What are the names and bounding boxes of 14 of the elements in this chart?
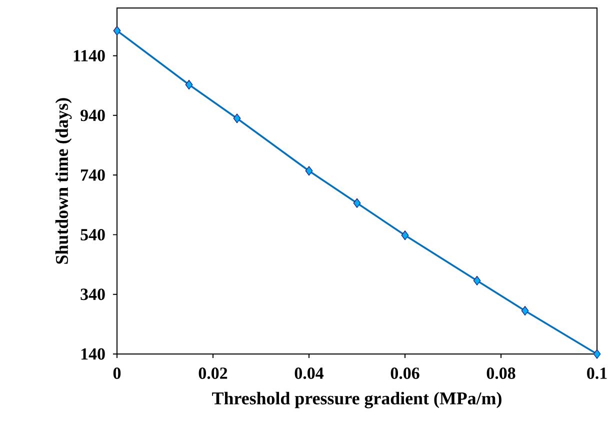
y-tick-label: 340 — [80, 288, 105, 300]
y-tick-label: 540 — [80, 228, 105, 240]
y-tick-label: 1140 — [74, 50, 105, 62]
x-axis-title: Threshold pressure gradient (MPa/m) — [212, 392, 502, 408]
y-tick-label: 740 — [81, 169, 105, 181]
x-tick-label: 0 — [113, 368, 121, 379]
x-tick-label: 0.04 — [294, 368, 324, 380]
x-tick-label: 0.1 — [587, 368, 607, 380]
y-axis-title: Shutdown time (days) — [55, 98, 72, 264]
x-tick-label: 0.08 — [486, 368, 516, 380]
y-tick-label: 140 — [81, 348, 105, 360]
x-tick-label: 0.02 — [198, 368, 228, 380]
x-tick-label: 0.06 — [390, 368, 420, 380]
y-tick-label: 940 — [80, 110, 105, 122]
